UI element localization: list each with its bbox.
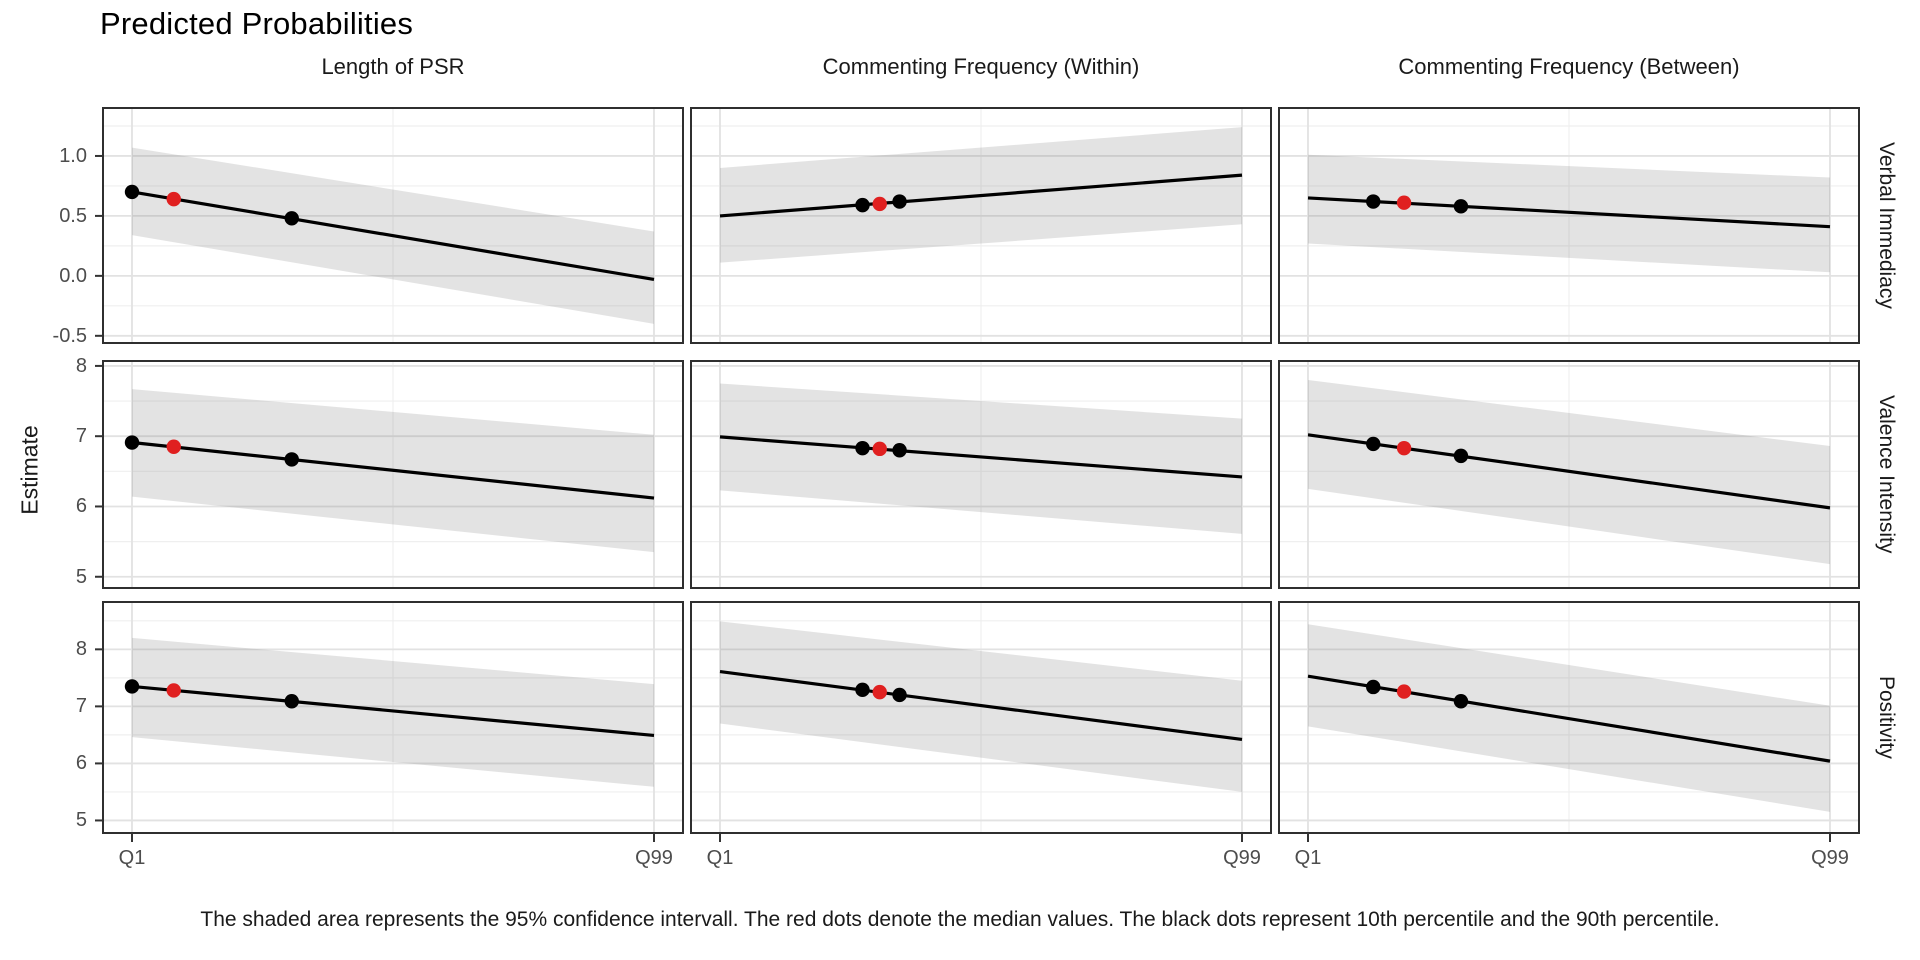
- median-dot: [872, 684, 887, 700]
- row-strip-valence-intensity: Valence Intensity: [1875, 395, 1898, 554]
- panel-valence-intensity-commenting-frequency-within: [690, 360, 1272, 589]
- p90-dot: [892, 443, 907, 458]
- y-tick-label: 0.5: [59, 204, 87, 227]
- row-strip-verbal-immediacy: Verbal Immediacy: [1875, 142, 1898, 309]
- panel-border: [102, 107, 684, 344]
- p90-dot: [284, 452, 299, 467]
- median-dot: [166, 439, 181, 454]
- estimate-line: [1307, 196, 1831, 229]
- panel-border: [102, 601, 684, 834]
- panel-border: [690, 601, 1272, 834]
- y-tick-label: 6: [75, 495, 87, 518]
- panel-border: [1278, 360, 1860, 589]
- p90-dot: [284, 694, 299, 709]
- p10-dot: [124, 184, 140, 200]
- panel-verbal-immediacy-commenting-frequency-between: [1278, 107, 1860, 344]
- panel-verbal-immediacy-commenting-frequency-within: [690, 107, 1272, 344]
- y-tick-label: 8: [75, 638, 87, 661]
- estimate-line: [131, 190, 655, 282]
- column-header-commenting-frequency-between: Commenting Frequency (Between): [1398, 54, 1740, 79]
- x-tick-label: Q99: [1223, 847, 1261, 869]
- y-tick-label: 7: [75, 695, 87, 718]
- p10-dot: [1366, 679, 1381, 695]
- median-dot: [1396, 684, 1412, 699]
- panel-border: [1278, 107, 1860, 344]
- panel-valence-intensity-length-of-psr: [95, 360, 684, 589]
- p10-dot: [1366, 194, 1381, 209]
- p90-dot: [892, 687, 907, 703]
- estimate-line: [1307, 674, 1831, 763]
- p10-dot: [124, 435, 140, 450]
- y-tick-label: 0.0: [59, 264, 87, 287]
- median-dot: [872, 196, 887, 212]
- estimate-line: [131, 684, 655, 738]
- p10-dot: [855, 197, 870, 213]
- estimate-line: [719, 435, 1243, 479]
- panel-border: [102, 360, 684, 589]
- panel-border: [690, 107, 1272, 344]
- panel-border: [1278, 601, 1860, 834]
- panel-positivity-length-of-psr: [95, 601, 684, 842]
- chart-title: Predicted Probabilities: [100, 6, 414, 41]
- y-tick-label: 5: [75, 565, 87, 588]
- panel-valence-intensity-commenting-frequency-between: [1278, 360, 1860, 589]
- p10-dot: [855, 440, 870, 456]
- y-tick-label: 7: [75, 425, 87, 448]
- p10-dot: [1366, 436, 1381, 452]
- x-tick-label: Q1: [706, 847, 734, 869]
- caption: The shaded area represents the 95% confi…: [200, 908, 1720, 931]
- median-dot: [1396, 440, 1412, 456]
- p10-dot: [855, 682, 870, 698]
- p90-dot: [1453, 448, 1469, 464]
- confidence-ribbon: [720, 383, 1242, 534]
- panel-border: [690, 360, 1272, 589]
- median-dot: [1396, 195, 1412, 210]
- column-header-commenting-frequency-within: Commenting Frequency (Within): [822, 54, 1140, 79]
- y-tick-label: 1.0: [59, 144, 87, 167]
- median-dot: [872, 441, 887, 457]
- p90-dot: [892, 194, 907, 209]
- median-dot: [166, 683, 181, 698]
- y-tick-label: -0.5: [52, 324, 87, 347]
- panel-positivity-commenting-frequency-between: [1278, 601, 1860, 842]
- panel-verbal-immediacy-length-of-psr: [95, 107, 684, 344]
- y-tick-label: 8: [75, 354, 87, 377]
- p90-dot: [1453, 694, 1469, 709]
- panel-positivity-commenting-frequency-within: [690, 601, 1272, 842]
- row-strip-positivity: Positivity: [1875, 676, 1898, 759]
- x-tick-label: Q1: [118, 847, 146, 869]
- estimate-line: [131, 440, 655, 500]
- column-header-length-of-psr: Length of PSR: [321, 54, 465, 79]
- estimate-line: [719, 669, 1243, 742]
- p10-dot: [124, 679, 140, 694]
- y-tick-label: 6: [75, 752, 87, 775]
- x-tick-label: Q1: [1294, 847, 1322, 869]
- estimate-line: [1307, 433, 1831, 510]
- x-tick-label: Q99: [1811, 847, 1849, 869]
- p90-dot: [284, 211, 299, 226]
- median-dot: [166, 191, 181, 207]
- y-tick-label: 5: [75, 809, 87, 832]
- p90-dot: [1453, 199, 1469, 214]
- estimate-line: [719, 173, 1243, 218]
- x-tick-label: Q99: [635, 847, 673, 869]
